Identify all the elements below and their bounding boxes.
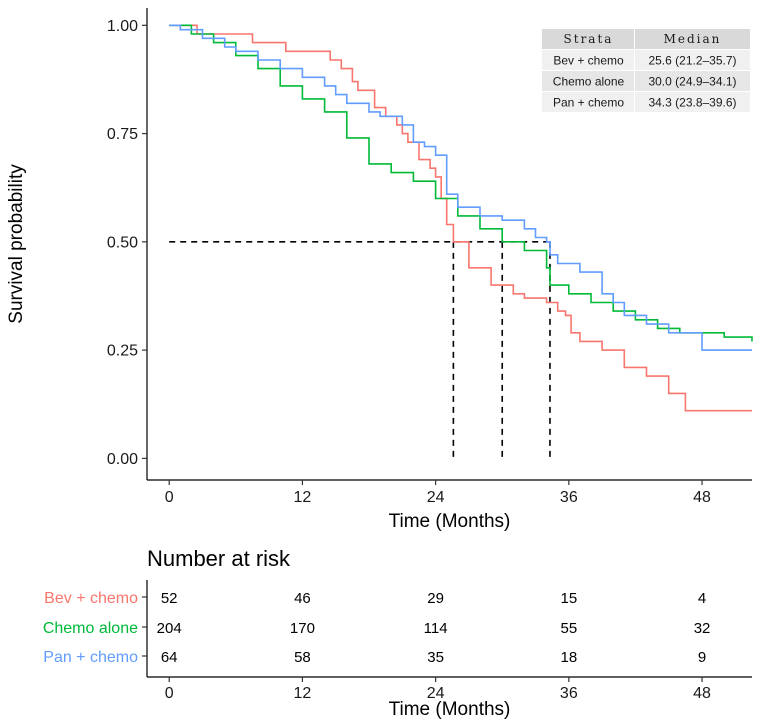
median-table: Strata Median Bev + chemo 25.6 (21.2–35.7) C… xyxy=(542,29,750,112)
risk-x-tick-label: 0 xyxy=(165,685,174,702)
main-plot-area: 0.00 0.25 0.50 0.75 1.00 0 12 24 36 48 Time (Month… xyxy=(6,8,752,532)
median-table-median: 34.3 (23.8–39.6) xyxy=(648,96,736,110)
risk-count: 58 xyxy=(294,649,311,666)
risk-count: 64 xyxy=(161,649,178,666)
y-tick-label: 1.00 xyxy=(107,18,138,35)
risk-table-area: Number at risk Bev + chemo 52 46 29 15 4 Chemo … xyxy=(43,546,752,720)
risk-count: 29 xyxy=(427,590,444,607)
risk-x-tick-label: 48 xyxy=(693,685,711,702)
x-tick-label: 12 xyxy=(294,489,312,506)
risk-count: 52 xyxy=(161,590,178,607)
risk-x-axis-title: Time (Months) xyxy=(389,699,511,720)
x-axis-title: Time (Months) xyxy=(389,511,511,532)
median-table-header-median: Median xyxy=(664,32,722,46)
risk-count: 204 xyxy=(157,620,182,637)
x-tick-label: 36 xyxy=(560,489,578,506)
median-table-strata: Pan + chemo xyxy=(553,96,624,110)
risk-count: 4 xyxy=(698,590,706,607)
median-table-median: 25.6 (21.2–35.7) xyxy=(648,54,736,68)
risk-count: 46 xyxy=(294,590,311,607)
y-tick-label: 0.75 xyxy=(107,126,138,143)
median-table-median: 30.0 (24.9–34.1) xyxy=(648,75,736,89)
risk-count: 18 xyxy=(560,649,577,666)
risk-row-label: Pan + chemo xyxy=(43,649,138,666)
y-axis-title: Survival probability xyxy=(6,164,27,324)
risk-count: 32 xyxy=(694,620,711,637)
risk-count: 15 xyxy=(560,590,577,607)
risk-row-label: Chemo alone xyxy=(43,620,138,637)
median-table-strata: Chemo alone xyxy=(553,75,625,89)
risk-count: 170 xyxy=(290,620,315,637)
km-survival-chart: 0.00 0.25 0.50 0.75 1.00 0 12 24 36 48 Time (Month… xyxy=(0,0,760,723)
risk-count: 55 xyxy=(560,620,577,637)
x-tick-label: 24 xyxy=(427,489,445,506)
x-tick-label: 0 xyxy=(165,489,174,506)
median-table-strata: Bev + chemo xyxy=(553,54,624,68)
risk-x-tick-label: 12 xyxy=(294,685,312,702)
risk-count: 9 xyxy=(698,649,706,666)
risk-x-tick-label: 36 xyxy=(560,685,578,702)
risk-count: 35 xyxy=(427,649,444,666)
y-tick-label: 0.25 xyxy=(107,343,138,360)
median-table-header-strata: Strata xyxy=(564,32,614,46)
km-figure: 0.00 0.25 0.50 0.75 1.00 0 12 24 36 48 Time (Month… xyxy=(0,0,760,723)
x-tick-label: 48 xyxy=(693,489,711,506)
risk-table-title: Number at risk xyxy=(147,546,291,571)
y-tick-label: 0.00 xyxy=(107,451,138,468)
y-tick-label: 0.50 xyxy=(107,234,138,251)
risk-count: 114 xyxy=(424,620,448,637)
risk-row-label: Bev + chemo xyxy=(44,590,138,607)
